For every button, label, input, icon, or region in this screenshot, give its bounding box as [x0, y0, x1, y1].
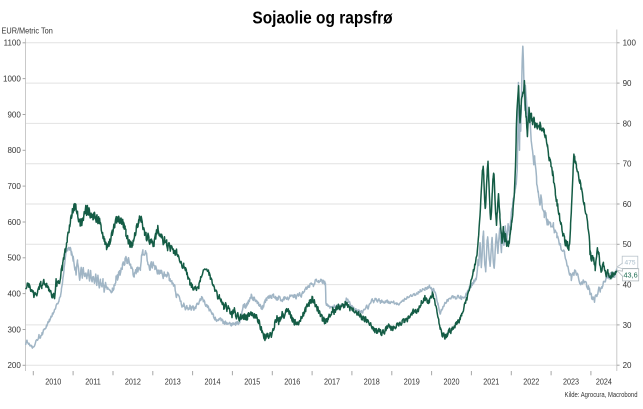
svg-text:2013: 2013	[165, 377, 181, 386]
svg-text:2012: 2012	[125, 377, 141, 386]
svg-text:475: 475	[624, 260, 635, 267]
svg-text:2020: 2020	[443, 377, 459, 386]
svg-text:2017: 2017	[324, 377, 340, 386]
svg-text:1000: 1000	[3, 75, 21, 84]
svg-text:50: 50	[623, 240, 632, 249]
svg-text:200: 200	[7, 361, 21, 370]
svg-text:600: 600	[7, 218, 21, 227]
svg-text:300: 300	[7, 325, 21, 334]
svg-text:EUR/Metric Ton: EUR/Metric Ton	[2, 26, 53, 35]
svg-text:2024: 2024	[596, 377, 613, 386]
svg-text:Sojaolie og rapsfrø: Sojaolie og rapsfrø	[252, 8, 393, 28]
svg-text:2011: 2011	[85, 377, 100, 386]
svg-text:2014: 2014	[204, 377, 221, 386]
svg-text:Kilde: Agrocura, Macrobond: Kilde: Agrocura, Macrobond	[565, 391, 638, 399]
svg-text:80: 80	[623, 119, 632, 128]
svg-text:30: 30	[623, 321, 632, 330]
svg-text:100: 100	[623, 39, 637, 48]
svg-text:2023: 2023	[563, 377, 579, 386]
svg-text:70: 70	[623, 160, 632, 169]
svg-text:2018: 2018	[364, 377, 380, 386]
svg-text:40: 40	[623, 281, 632, 290]
svg-text:2021: 2021	[483, 377, 499, 386]
svg-text:43,6: 43,6	[623, 271, 637, 280]
svg-text:2010: 2010	[45, 377, 61, 386]
svg-text:20: 20	[623, 361, 632, 370]
svg-text:2016: 2016	[284, 377, 300, 386]
svg-text:2022: 2022	[523, 377, 539, 386]
svg-text:2015: 2015	[244, 377, 260, 386]
svg-text:400: 400	[7, 290, 21, 299]
svg-text:90: 90	[623, 79, 632, 88]
svg-text:2019: 2019	[404, 377, 420, 386]
svg-text:500: 500	[7, 254, 21, 263]
svg-text:900: 900	[7, 110, 21, 119]
svg-text:60: 60	[623, 200, 632, 209]
svg-text:700: 700	[7, 182, 21, 191]
svg-text:800: 800	[7, 146, 21, 155]
svg-text:1100: 1100	[4, 39, 22, 48]
